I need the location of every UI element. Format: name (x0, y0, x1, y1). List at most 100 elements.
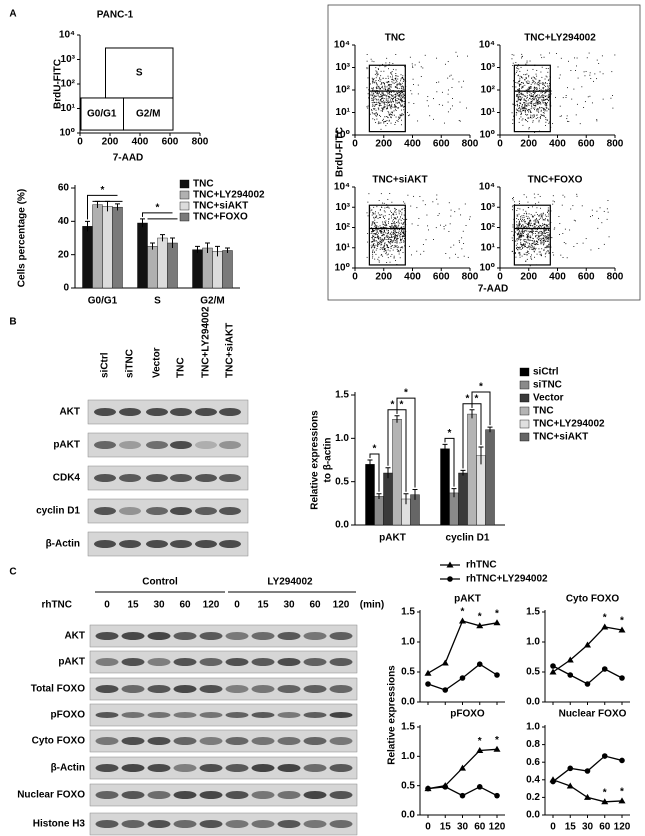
event-dot (525, 230, 527, 232)
event-dot (526, 105, 528, 106)
event-dot (394, 78, 396, 80)
event-dot (522, 224, 524, 226)
event-dot (373, 246, 375, 248)
event-dot (371, 112, 373, 114)
event-dot (399, 242, 401, 244)
event-dot (516, 82, 518, 84)
row-label: AKT (59, 407, 80, 418)
event-dot (383, 234, 385, 236)
event-dot (379, 243, 381, 245)
event-dot (518, 91, 520, 93)
event-dot (515, 86, 517, 88)
event-dot (403, 208, 405, 210)
bar (157, 237, 168, 289)
event-dot (374, 98, 376, 100)
event-dot (375, 95, 377, 97)
event-dot (538, 236, 540, 238)
blot-band (121, 791, 145, 799)
event-dot (566, 257, 568, 259)
event-dot (380, 83, 382, 85)
plot-title: TNC+siAKT (372, 175, 427, 186)
event-dot (519, 231, 521, 233)
event-dot (519, 235, 521, 237)
event-dot (585, 70, 587, 72)
event-dot (379, 240, 381, 242)
event-dot (589, 72, 591, 74)
event-dot (548, 89, 550, 91)
event-dot (523, 99, 525, 101)
event-dot (540, 71, 542, 73)
blot-band (95, 685, 119, 693)
event-dot (537, 99, 539, 101)
event-dot (401, 77, 403, 79)
event-dot (373, 243, 375, 245)
event-dot (526, 247, 528, 249)
event-dot (372, 250, 374, 252)
event-dot (445, 224, 447, 226)
dot-cloud (511, 52, 616, 133)
event-dot (376, 118, 378, 120)
event-dot (384, 221, 386, 223)
event-dot (517, 215, 519, 217)
event-dot (382, 97, 384, 99)
event-dot (395, 230, 397, 232)
event-dot (516, 103, 518, 105)
event-dot (387, 88, 389, 90)
y-tick-label: 10⁴ (479, 40, 495, 51)
event-dot (566, 115, 568, 117)
event-dot (462, 230, 464, 232)
event-dot (518, 247, 520, 248)
y-axis-label: BrdU-FITC (53, 59, 64, 109)
event-dot (408, 102, 410, 104)
event-dot (534, 92, 536, 94)
event-dot (541, 234, 542, 236)
event-dot (379, 248, 381, 250)
event-dot (531, 100, 533, 102)
blot-band (199, 658, 223, 666)
event-dot (402, 229, 403, 231)
legend-label: rhTNC+LY294002 (466, 574, 548, 585)
event-dot (392, 244, 394, 246)
event-dot (425, 239, 427, 241)
event-dot (398, 230, 400, 232)
event-dot (373, 223, 375, 225)
lane-label: 60 (179, 600, 191, 611)
y-tick-label: 0.5 (335, 476, 349, 487)
event-dot (384, 207, 386, 209)
event-dot (543, 226, 545, 228)
bar (383, 472, 393, 526)
event-dot (392, 100, 394, 102)
event-dot (398, 98, 399, 100)
event-dot (386, 206, 388, 208)
event-dot (402, 231, 404, 233)
event-dot (395, 121, 396, 123)
event-dot (543, 112, 545, 114)
blot-band (173, 820, 197, 828)
event-dot (526, 239, 528, 241)
x-tick-label: 600 (162, 137, 179, 148)
event-dot (561, 115, 562, 117)
event-dot (411, 93, 413, 95)
event-dot (391, 227, 393, 229)
event-dot (372, 95, 374, 97)
event-dot (401, 241, 403, 243)
event-dot (393, 97, 394, 99)
event-dot (542, 214, 544, 216)
event-dot (525, 89, 527, 91)
event-dot (530, 116, 531, 118)
event-dot (532, 225, 534, 227)
event-dot (532, 240, 534, 242)
event-dot (397, 250, 399, 252)
event-dot (375, 240, 377, 242)
event-dot (399, 247, 401, 249)
event-dot (390, 239, 391, 241)
event-dot (450, 246, 452, 248)
event-dot (522, 217, 524, 219)
event-dot (403, 234, 405, 236)
event-dot (521, 225, 522, 226)
event-dot (378, 232, 379, 234)
event-dot (549, 94, 551, 95)
event-dot (398, 209, 400, 211)
event-dot (393, 255, 395, 257)
event-dot (538, 232, 540, 234)
